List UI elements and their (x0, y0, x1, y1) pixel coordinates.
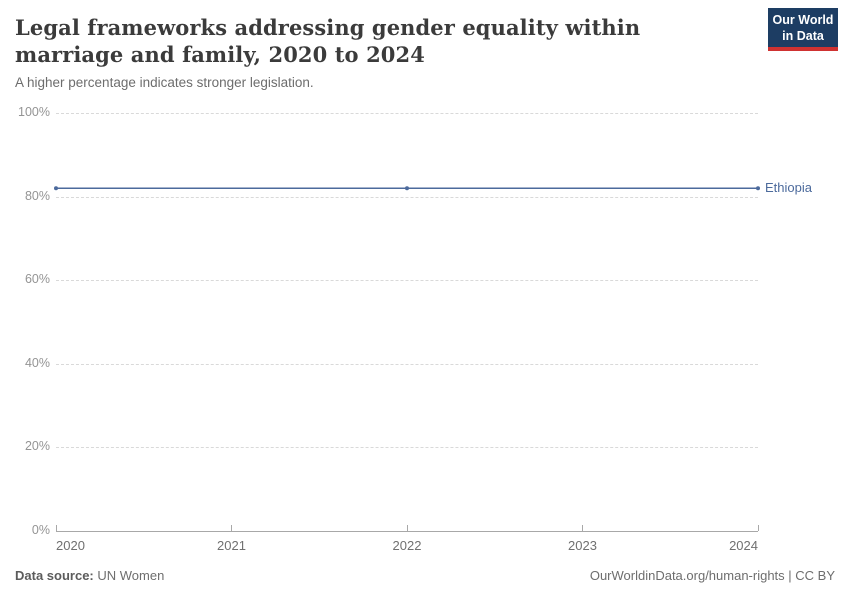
x-tick-2023 (582, 525, 583, 531)
x-axis-baseline (56, 531, 758, 532)
owid-logo-line2: in Data (782, 29, 824, 43)
x-tick-2022 (406, 525, 408, 531)
y-tick-label-40: 40% (24, 355, 50, 370)
x-tick-label-2023: 2023 (568, 538, 597, 553)
chart-subtitle: A higher percentage indicates stronger l… (15, 75, 314, 90)
data-source-label: Data source: (15, 568, 94, 583)
x-tick-2021 (231, 525, 232, 531)
x-tick-2020 (55, 525, 57, 531)
gridline-40 (56, 363, 758, 365)
owid-logo: Our World in Data (768, 8, 838, 51)
gridline-20 (56, 447, 758, 449)
x-tick-2024 (757, 525, 759, 531)
ethiopia-point-2024 (756, 186, 760, 191)
credit-link[interactable]: OurWorldinData.org/human-rights | CC BY (589, 568, 835, 583)
x-tick-label-2021: 2021 (217, 538, 246, 553)
entity-label-ethiopia: Ethiopia (765, 180, 812, 196)
ethiopia-point-2020 (54, 186, 58, 191)
y-tick-label-60: 60% (24, 272, 50, 287)
x-tick-label-2022: 2022 (392, 538, 422, 553)
gridline-100 (56, 113, 758, 114)
x-tick-label-2020: 2020 (56, 538, 85, 553)
y-tick-label-100: 100% (18, 105, 50, 119)
y-tick-label-80: 80% (24, 188, 50, 203)
gridline-60 (56, 280, 758, 282)
x-tick-label-2024: 2024 (729, 538, 758, 553)
owid-logo-accent-bar (768, 47, 838, 51)
chart-title: Legal frameworks addressing gender equal… (15, 15, 641, 67)
chart-footer: Data source: UN Women OurWorldinData.org… (15, 568, 835, 583)
owid-logo-text: Our World in Data (768, 8, 838, 47)
owid-logo-line1: Our World (772, 13, 834, 27)
data-source-value: UN Women (97, 568, 165, 583)
y-tick-label-0: 0% (31, 523, 50, 537)
y-tick-label-20: 20% (24, 439, 50, 454)
ethiopia-point-2022 (405, 186, 409, 191)
gridline-80 (56, 196, 758, 198)
data-source-note: Data source: UN Women (15, 568, 164, 583)
